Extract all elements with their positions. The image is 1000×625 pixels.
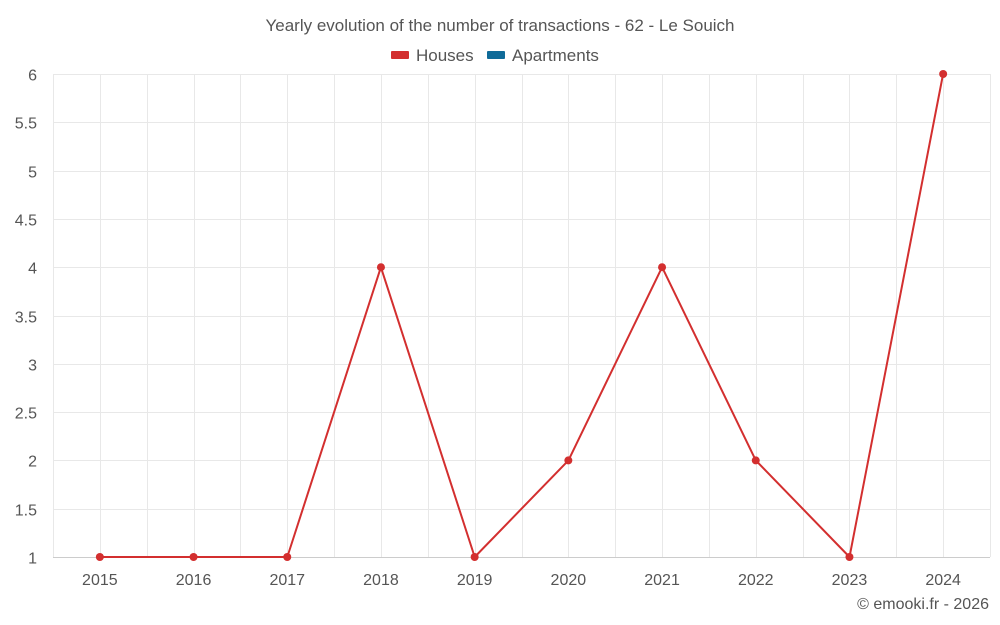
x-tick-label: 2024 [925, 572, 961, 589]
x-axis-ticks: 2015 2016 2017 2018 2019 2020 2021 2022 2023 2024 [82, 572, 961, 589]
series-layer [95, 70, 948, 561]
legend-label-apartments: Apartments [512, 46, 599, 65]
data-point-houses-2024[interactable] [939, 70, 948, 78]
y-tick-label: 2 [28, 454, 37, 471]
y-tick-label: 5.5 [15, 116, 37, 133]
y-gridlines [53, 74, 990, 510]
y-tick-label: 3 [28, 358, 37, 375]
x-tick-label: 2017 [269, 572, 305, 589]
x-tick-label: 2021 [644, 572, 680, 589]
y-tick-label: 5 [28, 165, 37, 182]
x-tick-label: 2020 [551, 572, 587, 589]
x-tick-label: 2022 [738, 572, 774, 589]
credit-text: © emooki.fr - 2026 [857, 596, 989, 613]
data-point-houses-2021[interactable] [658, 263, 667, 272]
legend-label-houses: Houses [416, 46, 474, 65]
y-tick-label: 4 [28, 261, 37, 278]
data-point-houses-2016[interactable] [189, 553, 198, 561]
series-line-houses [99, 73, 945, 558]
x-tick-label: 2015 [82, 572, 118, 589]
data-point-houses-2019[interactable] [470, 553, 479, 561]
data-point-houses-2017[interactable] [283, 553, 292, 561]
data-point-houses-2023[interactable] [845, 553, 854, 561]
x-tick-label: 2016 [176, 572, 212, 589]
legend-item-houses[interactable]: Houses [391, 46, 474, 65]
x-tick-label: 2018 [363, 572, 399, 589]
x-gridlines [53, 74, 991, 557]
legend-swatch-apartments [487, 51, 505, 59]
legend: Houses Apartments [391, 46, 599, 65]
legend-swatch-houses [391, 51, 409, 59]
legend-item-apartments[interactable]: Apartments [487, 46, 599, 65]
data-point-houses-2018[interactable] [376, 263, 385, 272]
y-tick-label: 6 [28, 68, 37, 85]
y-axis-ticks: 1 1.5 2 2.5 3 3.5 4 4.5 5 5.5 6 [15, 68, 37, 568]
data-point-houses-2022[interactable] [751, 456, 760, 465]
x-tick-label: 2023 [832, 572, 868, 589]
y-tick-label: 1.5 [15, 503, 37, 520]
y-tick-label: 1 [28, 551, 37, 568]
data-point-houses-2015[interactable] [95, 553, 104, 561]
y-tick-label: 4.5 [15, 213, 37, 230]
y-tick-label: 2.5 [15, 406, 37, 423]
chart-title: Yearly evolution of the number of transa… [265, 16, 734, 35]
data-point-houses-2020[interactable] [564, 456, 573, 465]
y-tick-label: 3.5 [15, 310, 37, 327]
x-tick-label: 2019 [457, 572, 493, 589]
